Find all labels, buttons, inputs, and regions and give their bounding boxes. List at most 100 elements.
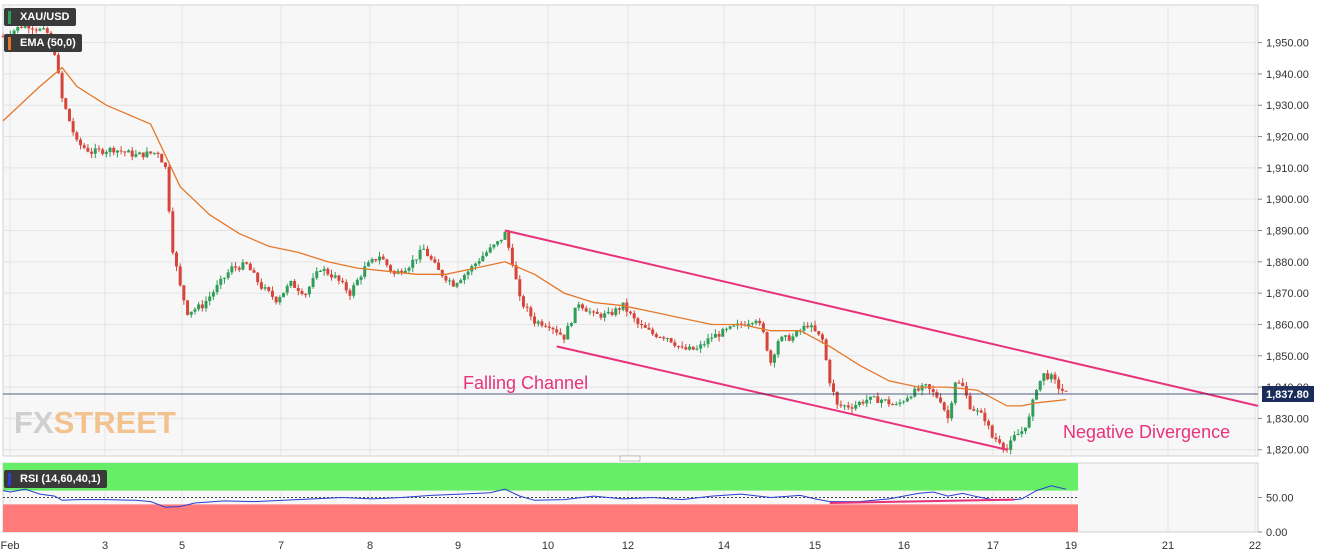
- x-tick-label: 12: [622, 540, 634, 552]
- candle-body: [352, 285, 356, 296]
- candle-body: [750, 323, 754, 325]
- candle-body: [905, 398, 909, 402]
- candle-body: [437, 262, 441, 270]
- candle-body: [348, 290, 352, 296]
- x-tick-label: 3: [102, 540, 108, 552]
- watermark-street: STREET: [54, 405, 176, 440]
- candle-body: [931, 389, 935, 393]
- candle-body: [123, 151, 127, 153]
- candle-body: [802, 325, 806, 331]
- candle-body: [684, 347, 688, 350]
- candle-body: [780, 336, 784, 342]
- candle-body: [784, 335, 788, 337]
- candle-body: [477, 261, 481, 264]
- candle-body: [259, 282, 263, 289]
- candle-body: [643, 325, 647, 328]
- candle-body: [717, 334, 721, 337]
- symbol-tag[interactable]: XAU/USD: [4, 8, 76, 26]
- candle-body: [1042, 373, 1046, 381]
- candle-body: [359, 276, 363, 280]
- candle-body: [680, 346, 684, 348]
- candle-body: [617, 308, 621, 310]
- candle-body: [839, 404, 843, 406]
- candle-body: [60, 72, 64, 99]
- candle-body: [215, 284, 219, 293]
- candle-body: [141, 152, 145, 158]
- candle-body: [1064, 390, 1068, 392]
- candle-body: [787, 335, 791, 341]
- candle-body: [987, 421, 991, 426]
- candle-body: [872, 396, 876, 398]
- current-price-label: 1,837.80: [1266, 389, 1309, 401]
- candle-body: [573, 307, 577, 324]
- candle-body: [322, 268, 326, 271]
- candle-body: [278, 297, 282, 303]
- candle-body: [296, 287, 300, 292]
- x-tick-label: 10: [542, 540, 554, 552]
- candle-body: [67, 108, 71, 122]
- candle-body: [75, 132, 79, 140]
- candle-body: [964, 386, 968, 396]
- x-tick-label: 5: [179, 540, 185, 552]
- candle-body: [330, 274, 334, 278]
- candle-body: [45, 28, 49, 33]
- x-tick-label: 15: [809, 540, 821, 552]
- candle-body: [950, 403, 954, 419]
- candle-body: [765, 332, 769, 351]
- ema-tag[interactable]: EMA (50,0): [4, 34, 82, 52]
- candle-body: [610, 311, 614, 315]
- candle-body: [374, 259, 378, 261]
- candle-body: [990, 425, 994, 438]
- x-tick-label: 7: [278, 540, 284, 552]
- candle-body: [444, 276, 448, 281]
- candle-body: [1, 36, 5, 38]
- candle-body: [710, 337, 714, 339]
- y-tick-label: 1,850.00: [1266, 351, 1309, 363]
- candle-body: [769, 350, 773, 363]
- candle-body: [108, 147, 112, 153]
- candle-body: [79, 139, 83, 146]
- candle-body: [462, 274, 466, 281]
- candle-body: [916, 388, 920, 391]
- candle-body: [939, 397, 943, 403]
- rsi-label: RSI (14,60,40,1): [20, 473, 101, 485]
- candle-body: [691, 346, 695, 350]
- candle-body: [592, 311, 596, 313]
- candle-body: [695, 348, 699, 350]
- candle-body: [12, 30, 16, 36]
- candle-body: [1009, 440, 1013, 450]
- channel-upper-line: [504, 229, 1259, 407]
- candle-body: [256, 272, 260, 283]
- ema-line: [2, 66, 1067, 407]
- candle-body: [968, 395, 972, 410]
- candle-body: [451, 280, 455, 287]
- candle-body: [702, 344, 706, 346]
- candle-body: [1012, 435, 1016, 441]
- candle-body: [828, 359, 832, 384]
- y-tick-label: 1,820.00: [1266, 445, 1309, 457]
- watermark-fx: FX: [14, 405, 54, 440]
- candle-body: [326, 268, 330, 275]
- rsi-tag[interactable]: RSI (14,60,40,1): [4, 470, 107, 488]
- candle-body: [333, 275, 337, 278]
- candle-body: [337, 275, 341, 281]
- candle-body: [724, 328, 728, 330]
- candle-body: [270, 290, 274, 297]
- candle-body: [481, 255, 485, 262]
- candle-body: [385, 259, 389, 266]
- candle-body: [344, 282, 348, 291]
- candle-body: [307, 286, 311, 295]
- candle-body: [145, 151, 149, 158]
- candle-body: [979, 410, 983, 413]
- candle-body: [222, 277, 226, 279]
- candle-body: [370, 259, 374, 263]
- candle-body: [647, 327, 651, 330]
- candle-body: [562, 334, 566, 340]
- candle-body: [485, 252, 489, 256]
- candle-body: [71, 121, 75, 133]
- candle-body: [1016, 434, 1020, 436]
- candle-body: [998, 439, 1002, 443]
- x-tick-label: 19: [1065, 540, 1077, 552]
- candle-body: [230, 266, 234, 273]
